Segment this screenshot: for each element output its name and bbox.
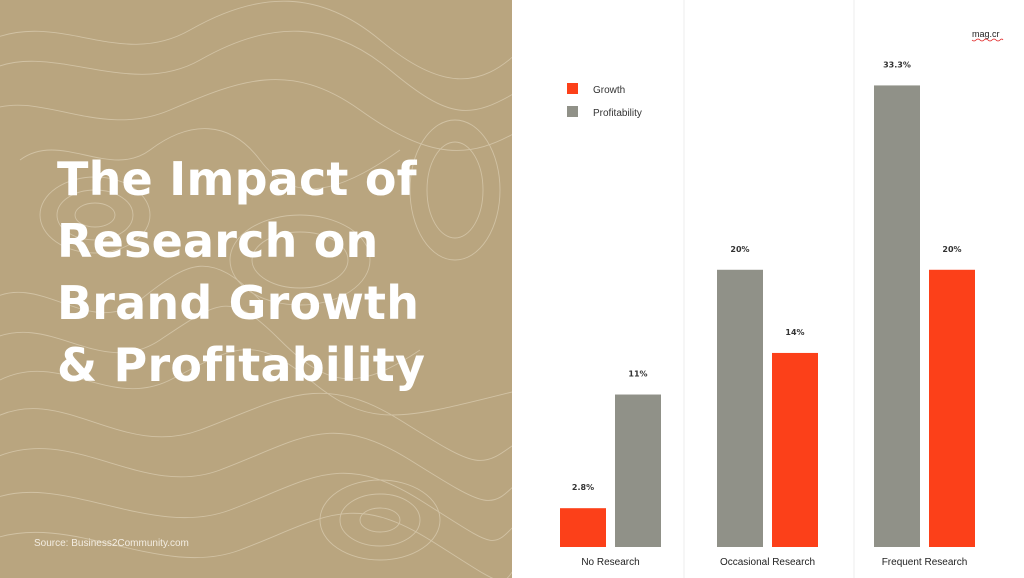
source-note: Source: Business2Community.com (34, 538, 189, 549)
bar-profitability-no-research (615, 394, 661, 547)
legend-swatch-profitability (567, 106, 578, 117)
topographic-background (0, 0, 512, 578)
chart-panel: mag.cr Growth Profitability 2.8% 11% 20% 14… (512, 0, 1024, 578)
title-line: The Impact of (57, 152, 417, 206)
bar-profitability-frequent-research (874, 85, 920, 548)
bar-growth-frequent-research (929, 269, 975, 547)
value-label: 2.8% (572, 483, 594, 492)
brand-logo: mag.cr (972, 29, 1000, 39)
slide-title: The Impact of Research on Brand Growth &… (57, 148, 487, 396)
title-line: Research on (57, 214, 379, 268)
value-label: 11% (628, 370, 647, 379)
bar-profitability-occasional-research (717, 269, 763, 547)
logo-underline (971, 38, 1004, 42)
category-labels-group: No Research Occasional Research Frequent R… (581, 557, 967, 568)
value-labels-group: 2.8% 11% 20% 14% 33.3% 20% (572, 60, 962, 492)
bar-growth-no-research (560, 508, 606, 547)
title-panel: The Impact of Research on Brand Growth &… (0, 0, 512, 578)
category-label: Occasional Research (720, 557, 815, 568)
legend-label-profitability: Profitability (593, 108, 642, 119)
value-label: 14% (785, 328, 804, 337)
bar-growth-occasional-research (772, 352, 818, 547)
category-label: Frequent Research (882, 557, 968, 568)
title-line: Brand Growth (57, 276, 420, 330)
value-label: 33.3% (883, 60, 911, 69)
title-line: & Profitability (57, 338, 426, 392)
category-label: No Research (581, 557, 639, 568)
legend-label-growth: Growth (593, 85, 625, 96)
value-label: 20% (730, 245, 749, 254)
value-label: 20% (942, 245, 961, 254)
legend-swatch-growth (567, 83, 578, 94)
bar-chart: mag.cr Growth Profitability 2.8% 11% 20% 14… (560, 0, 1004, 578)
bars-group (560, 85, 975, 548)
